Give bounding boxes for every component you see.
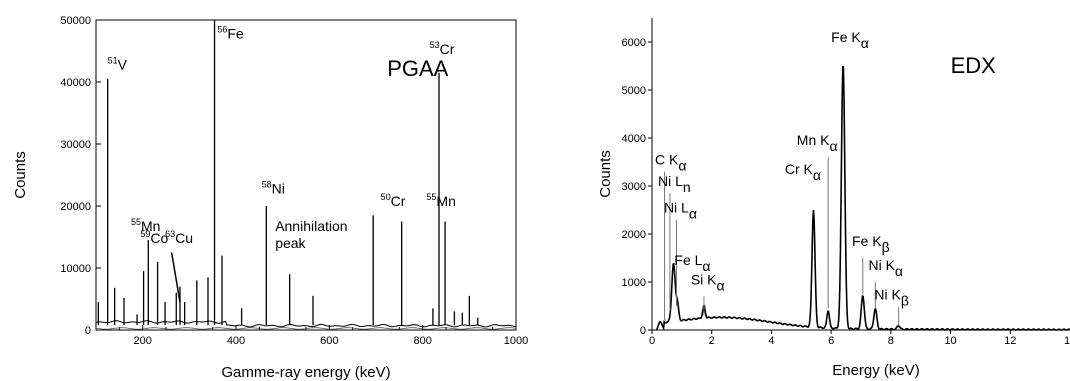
- edx-x-tick-label: 8: [888, 335, 894, 347]
- edx-peak-label: Fe Lα: [674, 252, 710, 274]
- pgaa-y-tick-label: 0: [85, 325, 91, 337]
- pgaa-annotation-line2: peak: [275, 235, 306, 251]
- pgaa-peak-label: 55Mn: [131, 217, 160, 234]
- pgaa-chart: 0 10000 20000 30000 40000 50000 200 400 600 800 10…: [12, 15, 528, 381]
- pgaa-x-tick-label: 1000: [504, 335, 528, 347]
- edx-y-axis-label: Counts: [597, 150, 614, 198]
- pgaa-spectrum-baseline-2: [95, 327, 517, 330]
- edx-peak-label: Si Kα: [691, 271, 725, 293]
- pgaa-spectrum-baseline: [95, 320, 517, 328]
- pgaa-y-tick-label: 50000: [60, 15, 91, 27]
- pgaa-y-axis-label: Counts: [12, 151, 29, 199]
- edx-x-tick-label: 1: [1064, 335, 1070, 347]
- pgaa-y-tick-label: 40000: [60, 77, 91, 89]
- edx-y-tick-label: 0: [640, 325, 646, 337]
- edx-peak-label: Ni Lα: [664, 199, 697, 221]
- pgaa-panel-label: PGAA: [387, 56, 448, 81]
- pgaa-x-tick-label: 400: [227, 335, 245, 347]
- edx-spectrum: [655, 65, 1070, 331]
- edx-y-tick-label: 5000: [622, 85, 646, 97]
- edx-peak-label: Mn Kα: [797, 132, 838, 154]
- pgaa-annotation-line1: Annihilation: [275, 218, 347, 234]
- edx-y-tick-label: 6000: [622, 37, 646, 49]
- pgaa-peak-label: 53Cr: [430, 40, 455, 57]
- edx-y-tick-label: 4000: [622, 133, 646, 145]
- edx-y-tick-label: 2000: [622, 229, 646, 241]
- pgaa-peak-label: 50Cr: [381, 192, 406, 209]
- pgaa-x-tick-label: 800: [413, 335, 431, 347]
- pgaa-y-tick-label: 20000: [60, 201, 91, 213]
- pgaa-peak-label: 51V: [108, 56, 128, 73]
- edx-peak-label: Fe Kα: [831, 29, 869, 51]
- pgaa-cu-arrow: [170, 252, 181, 303]
- pgaa-x-axis-label: Gamme-ray energy (keV): [221, 364, 390, 381]
- pgaa-y-tick-label: 30000: [60, 139, 91, 151]
- edx-x-tick-label: 6: [828, 335, 834, 347]
- pgaa-peak-label: 56Fe: [217, 25, 244, 42]
- edx-peak-label: Ni Ln: [658, 173, 691, 195]
- edx-panel-label: EDX: [951, 53, 997, 78]
- edx-x-axis-label: Energy (keV): [832, 362, 920, 379]
- pgaa-y-tick-label: 10000: [60, 263, 91, 275]
- edx-y-tick-label: 1000: [622, 277, 646, 289]
- edx-y-tick-label: 3000: [622, 181, 646, 193]
- pgaa-peak-label: 63Cu: [165, 229, 193, 246]
- pgaa-x-tick-label: 200: [133, 335, 151, 347]
- pgaa-plot-frame: [95, 19, 517, 331]
- edx-x-tick-label: 0: [649, 335, 655, 347]
- edx-peak-label: Ni Kα: [868, 257, 903, 279]
- edx-peak-label: C Kα: [655, 151, 686, 173]
- edx-peak-label: Cr Kα: [785, 161, 821, 183]
- edx-x-tick-label: 10: [944, 335, 956, 347]
- edx-peak-label: Ni Kβ: [874, 286, 909, 308]
- edx-x-tick-label: 12: [1004, 335, 1016, 347]
- pgaa-peak-label: 55Mn: [426, 192, 455, 209]
- edx-x-tick-label: 4: [768, 335, 774, 347]
- pgaa-peak-label: 58Ni: [262, 180, 285, 197]
- pgaa-peak-label: 59Co: [140, 229, 168, 246]
- edx-x-tick-label: 2: [709, 335, 715, 347]
- edx-peak-label: Fe Kβ: [852, 233, 890, 255]
- pgaa-x-tick-label: 600: [320, 335, 338, 347]
